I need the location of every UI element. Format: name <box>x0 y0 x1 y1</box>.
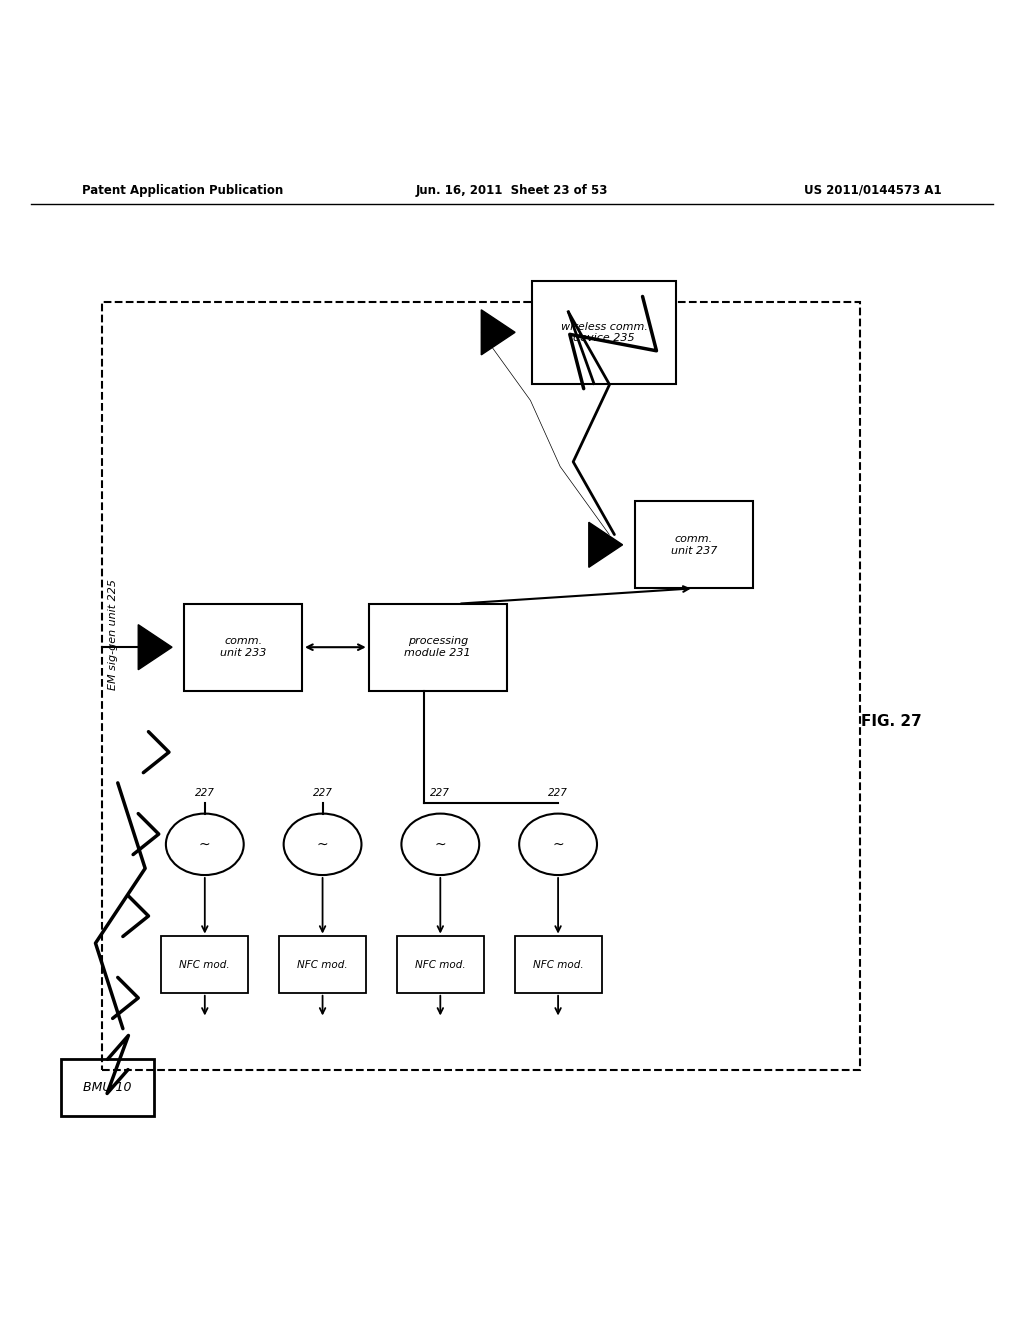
Text: FIG. 27: FIG. 27 <box>860 714 922 729</box>
Text: NFC mod.: NFC mod. <box>297 960 348 970</box>
Text: Patent Application Publication: Patent Application Publication <box>82 183 284 197</box>
Ellipse shape <box>284 813 361 875</box>
Text: ~: ~ <box>552 837 564 851</box>
FancyBboxPatch shape <box>397 936 484 993</box>
Ellipse shape <box>166 813 244 875</box>
FancyBboxPatch shape <box>279 936 367 993</box>
FancyBboxPatch shape <box>162 936 248 993</box>
Text: comm.
unit 233: comm. unit 233 <box>220 636 266 657</box>
FancyBboxPatch shape <box>635 502 753 589</box>
Text: 227: 227 <box>548 788 568 799</box>
FancyBboxPatch shape <box>61 1060 154 1115</box>
FancyBboxPatch shape <box>532 281 676 384</box>
Polygon shape <box>481 310 515 355</box>
Text: Jun. 16, 2011  Sheet 23 of 53: Jun. 16, 2011 Sheet 23 of 53 <box>416 183 608 197</box>
Polygon shape <box>138 624 172 669</box>
Text: 227: 227 <box>195 788 215 799</box>
FancyBboxPatch shape <box>369 603 507 690</box>
Text: NFC mod.: NFC mod. <box>415 960 466 970</box>
Text: 227: 227 <box>312 788 333 799</box>
Polygon shape <box>589 523 623 568</box>
Text: ~: ~ <box>434 837 446 851</box>
Text: EM sig-gen unit 225: EM sig-gen unit 225 <box>108 579 118 690</box>
Text: 227: 227 <box>430 788 451 799</box>
Ellipse shape <box>401 813 479 875</box>
Text: US 2011/0144573 A1: US 2011/0144573 A1 <box>805 183 942 197</box>
Text: ~: ~ <box>199 837 211 851</box>
Ellipse shape <box>519 813 597 875</box>
Text: ~: ~ <box>316 837 329 851</box>
FancyBboxPatch shape <box>184 603 302 690</box>
Text: wireless comm.
device 235: wireless comm. device 235 <box>561 322 647 343</box>
Text: processing
module 231: processing module 231 <box>404 636 471 657</box>
FancyBboxPatch shape <box>515 936 602 993</box>
Text: NFC mod.: NFC mod. <box>532 960 584 970</box>
Text: comm.
unit 237: comm. unit 237 <box>671 535 717 556</box>
Text: NFC mod.: NFC mod. <box>179 960 230 970</box>
Text: BMU 10: BMU 10 <box>83 1081 132 1094</box>
